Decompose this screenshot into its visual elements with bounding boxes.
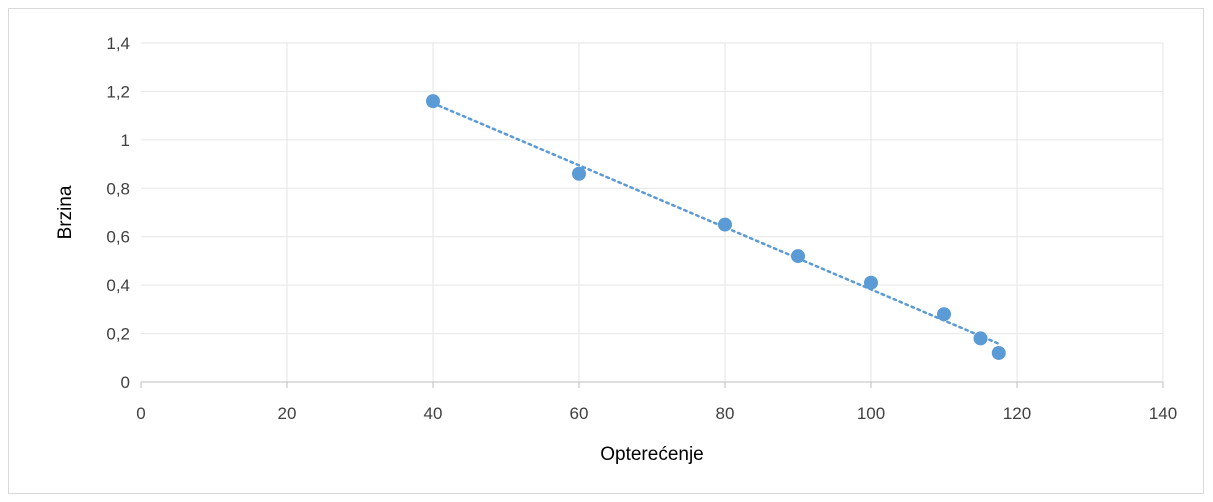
gridlines [141, 42, 1164, 382]
x-tick-label: 0 [136, 404, 145, 423]
trendline [431, 101, 1000, 345]
data-point [718, 217, 732, 232]
y-tick-label: 1,4 [106, 34, 130, 53]
data-point [864, 275, 878, 290]
data-point [426, 94, 440, 109]
x-tick-label: 120 [1003, 404, 1031, 423]
y-tick-label: 0,6 [106, 228, 130, 247]
x-axis-title: Opterećenje [600, 444, 704, 465]
x-tick-label: 20 [278, 404, 297, 423]
y-tick-label: 0,2 [106, 325, 130, 344]
tick-labels: 0 20 40 60 80 100 120 140 0 0,2 0,4 0,6 0,8 1 1,2 1,4 [106, 34, 1177, 423]
y-tick-label: 0,4 [106, 276, 130, 295]
y-tick-label: 1,2 [106, 82, 130, 101]
y-tick-label: 0 [121, 373, 130, 392]
x-tick-label: 140 [1149, 404, 1177, 423]
data-point [973, 331, 988, 346]
y-tick-label: 1 [121, 131, 130, 150]
trendline-layer [431, 101, 1000, 345]
x-tick-label: 40 [424, 404, 443, 423]
y-axis-title: Brzina [55, 185, 76, 239]
data-point [791, 249, 805, 264]
chart-frame [8, 8, 1204, 494]
data-points [426, 94, 1006, 360]
y-tick-label: 0,8 [106, 179, 130, 198]
data-point [991, 345, 1006, 360]
axes [140, 381, 1164, 388]
data-point [937, 307, 951, 322]
x-tick-label: 80 [716, 404, 735, 423]
x-tick-label: 100 [857, 404, 885, 423]
x-tick-label: 60 [570, 404, 589, 423]
data-point [572, 166, 586, 181]
